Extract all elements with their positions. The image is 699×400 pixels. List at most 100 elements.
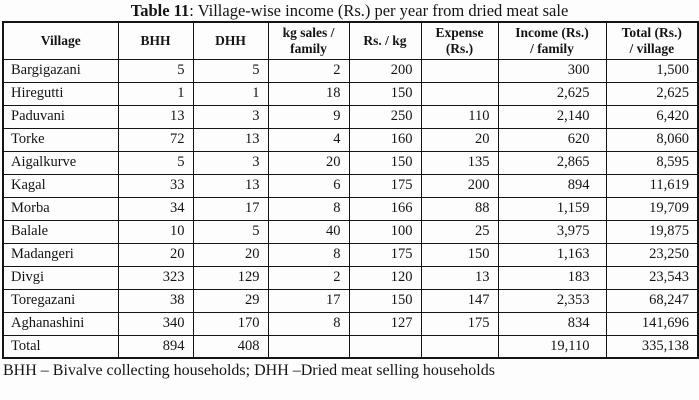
cell-value: 335,138	[605, 334, 699, 359]
cell-value: 5	[192, 219, 269, 244]
cell-value: 250	[348, 104, 422, 129]
col-header-rs-per-kg: Rs. / kg	[348, 21, 422, 60]
cell-value: 18	[267, 81, 350, 106]
col-header-expense: Expense (Rs.)	[420, 21, 499, 60]
cell-value: 1,163	[497, 242, 607, 267]
cell-value: 175	[348, 173, 422, 198]
cell-value	[348, 334, 422, 359]
cell-value: 4	[267, 127, 350, 152]
cell-value: 120	[348, 265, 422, 290]
cell-value: 129	[192, 265, 269, 290]
cell-value: 175	[348, 242, 422, 267]
cell-village: Hiregutti	[2, 81, 119, 106]
table-row: Aigalkurve 5 3 20 150 135 2,865 8,595	[2, 150, 699, 175]
cell-value: 5	[117, 150, 194, 175]
cell-value: 11,619	[605, 173, 699, 198]
cell-value: 17	[192, 196, 269, 221]
cell-village: Total	[2, 334, 119, 359]
cell-value: 150	[348, 81, 422, 106]
table-caption-label: Table 11	[130, 1, 190, 20]
cell-village: Morba	[2, 196, 119, 221]
cell-value: 141,696	[605, 311, 699, 336]
table-row: Madangeri 20 20 8 175 150 1,163 23,250	[2, 242, 699, 267]
table-caption: Table 11: Village-wise income (Rs.) per …	[2, 1, 697, 21]
cell-value: 183	[497, 265, 607, 290]
cell-value: 8	[267, 196, 350, 221]
cell-value: 25	[420, 219, 499, 244]
cell-value: 23,250	[605, 242, 699, 267]
cell-village: Divgi	[2, 265, 119, 290]
cell-value: 68,247	[605, 288, 699, 313]
cell-value: 40	[267, 219, 350, 244]
table-row: Aghanashini 340 170 8 127 175 834 141,696	[2, 311, 699, 336]
cell-value: 147	[420, 288, 499, 313]
cell-value: 3	[192, 104, 269, 129]
cell-value	[420, 81, 499, 106]
cell-value: 160	[348, 127, 422, 152]
col-header-village: Village	[2, 21, 119, 60]
cell-value: 340	[117, 311, 194, 336]
cell-value: 33	[117, 173, 194, 198]
header-row: Village BHH DHH kg sales / family Rs. / …	[2, 21, 699, 60]
cell-value: 2	[267, 58, 350, 83]
col-header-kg-sales: kg sales / family	[267, 21, 350, 60]
footnote: BHH – Bivalve collecting households; DHH…	[3, 362, 495, 379]
cell-value: 894	[497, 173, 607, 198]
cell-value: 20	[420, 127, 499, 152]
total-row: Total 894 408 19,110 335,138	[2, 334, 699, 359]
cell-value: 13	[420, 265, 499, 290]
cell-value: 20	[192, 242, 269, 267]
cell-value: 170	[192, 311, 269, 336]
income-table: Village BHH DHH kg sales / family Rs. / …	[2, 21, 699, 359]
cell-value: 620	[497, 127, 607, 152]
table-row: Morba 34 17 8 166 88 1,159 19,709	[2, 196, 699, 221]
cell-value: 150	[348, 288, 422, 313]
cell-village: Balale	[2, 219, 119, 244]
table-body: Bargigazani 5 5 2 200 300 1,500 Hiregutti 1 1 18 15…	[2, 58, 699, 359]
cell-value: 19,875	[605, 219, 699, 244]
cell-value: 10	[117, 219, 194, 244]
col-header-dhh: DHH	[192, 21, 269, 60]
cell-value: 2,140	[497, 104, 607, 129]
cell-village: Torke	[2, 127, 119, 152]
cell-value: 8	[267, 242, 350, 267]
cell-value: 150	[348, 150, 422, 175]
col-header-income-family: Income (Rs.) / family	[497, 21, 607, 60]
cell-village: Kagal	[2, 173, 119, 198]
cell-value: 20	[267, 150, 350, 175]
cell-value: 5	[117, 58, 194, 83]
cell-value: 8,595	[605, 150, 699, 175]
table-row: Toregazani 38 29 17 150 147 2,353 68,247	[2, 288, 699, 313]
cell-value: 5	[192, 58, 269, 83]
cell-value: 19,110	[497, 334, 607, 359]
cell-value: 166	[348, 196, 422, 221]
cell-village: Paduvani	[2, 104, 119, 129]
cell-village: Madangeri	[2, 242, 119, 267]
cell-value: 8,060	[605, 127, 699, 152]
cell-value: 88	[420, 196, 499, 221]
cell-value: 300	[497, 58, 607, 83]
cell-value: 20	[117, 242, 194, 267]
cell-value: 72	[117, 127, 194, 152]
cell-value: 19,709	[605, 196, 699, 221]
cell-value: 9	[267, 104, 350, 129]
cell-value: 175	[420, 311, 499, 336]
cell-village: Toregazani	[2, 288, 119, 313]
cell-value: 1,500	[605, 58, 699, 83]
cell-value: 2,625	[497, 81, 607, 106]
cell-village: Aigalkurve	[2, 150, 119, 175]
cell-value: 13	[192, 173, 269, 198]
cell-value: 1	[192, 81, 269, 106]
table-row: Kagal 33 13 6 175 200 894 11,619	[2, 173, 699, 198]
cell-value: 6,420	[605, 104, 699, 129]
cell-value: 894	[117, 334, 194, 359]
cell-value: 1	[117, 81, 194, 106]
cell-value: 13	[192, 127, 269, 152]
table-row: Hiregutti 1 1 18 150 2,625 2,625	[2, 81, 699, 106]
cell-value: 3	[192, 150, 269, 175]
table-caption-text: : Village-wise income (Rs.) per year fro…	[189, 1, 569, 20]
cell-value: 200	[348, 58, 422, 83]
cell-village: Aghanashini	[2, 311, 119, 336]
cell-value: 100	[348, 219, 422, 244]
